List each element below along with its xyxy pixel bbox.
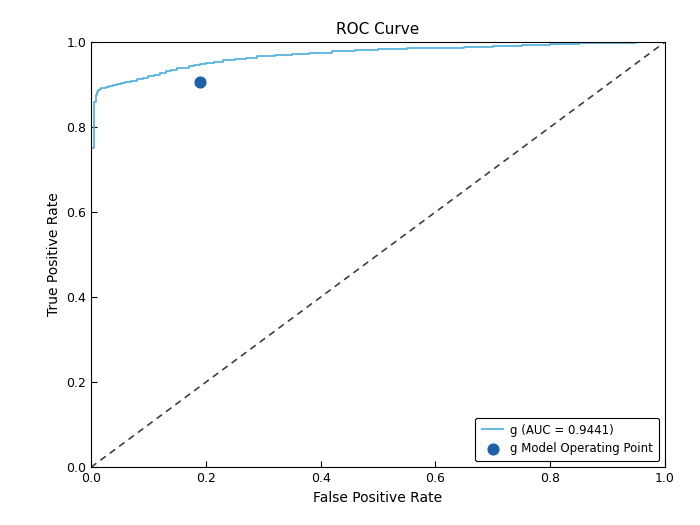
g (AUC = 0.9441): [173, 65, 181, 71]
X-axis label: False Positive Rate: False Positive Rate: [314, 491, 442, 505]
g (AUC = 0.9441): [92, 89, 101, 96]
g (AUC = 0.9441): [328, 48, 336, 55]
g Model Operating Point: [195, 78, 206, 87]
g (AUC = 0.9441): [230, 57, 239, 64]
g (AUC = 0.9441): [632, 39, 640, 45]
g (AUC = 0.9441): [92, 92, 100, 98]
Title: ROC Curve: ROC Curve: [337, 22, 419, 37]
Line: g (AUC = 0.9441): g (AUC = 0.9441): [91, 42, 665, 467]
Y-axis label: True Positive Rate: True Positive Rate: [47, 193, 61, 317]
g (AUC = 0.9441): [196, 61, 204, 67]
Legend: g (AUC = 0.9441), g Model Operating Point: g (AUC = 0.9441), g Model Operating Poin…: [475, 418, 659, 461]
g (AUC = 0.9441): [87, 464, 95, 470]
g (AUC = 0.9441): [661, 39, 669, 45]
